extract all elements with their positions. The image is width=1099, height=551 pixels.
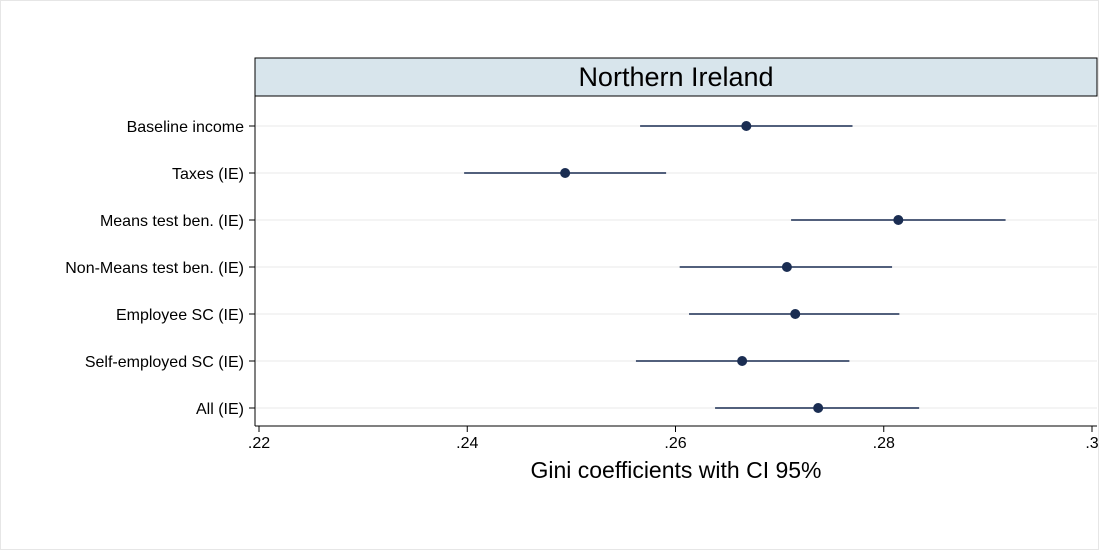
x-tick-label: .28	[873, 435, 895, 452]
estimate-point	[741, 121, 752, 131]
chart-title-band: Northern Ireland	[254, 57, 1098, 97]
plot-area: .22 .24 .26 .28 .3 Baseline income Taxes (IE) M…	[65, 96, 1099, 452]
y-tick-label: Means test ben. (IE)	[100, 213, 244, 230]
x-tick-label: .22	[248, 435, 270, 452]
x-axis-label: Gini coefficients with CI 95%	[530, 457, 821, 483]
estimate-point	[781, 262, 792, 272]
y-tick-label: Employee SC (IE)	[116, 307, 244, 324]
title-band-background	[254, 57, 1098, 97]
estimate-point	[737, 356, 748, 366]
x-tick-label: .26	[664, 435, 686, 452]
estimate-point	[893, 215, 904, 225]
estimate-point	[813, 403, 824, 413]
estimate-point	[790, 309, 801, 319]
estimate-point	[560, 168, 571, 178]
y-tick-label: Taxes (IE)	[172, 166, 244, 183]
y-tick-label: Non-Means test ben. (IE)	[65, 260, 244, 277]
y-tick-label: Self-employed SC (IE)	[85, 354, 244, 371]
chart-title: Northern Ireland	[578, 62, 773, 92]
x-tick-label: .24	[456, 435, 478, 452]
x-tick-label: .3	[1085, 435, 1098, 452]
y-tick-label: Baseline income	[127, 119, 245, 136]
y-tick-label: All (IE)	[196, 401, 244, 418]
